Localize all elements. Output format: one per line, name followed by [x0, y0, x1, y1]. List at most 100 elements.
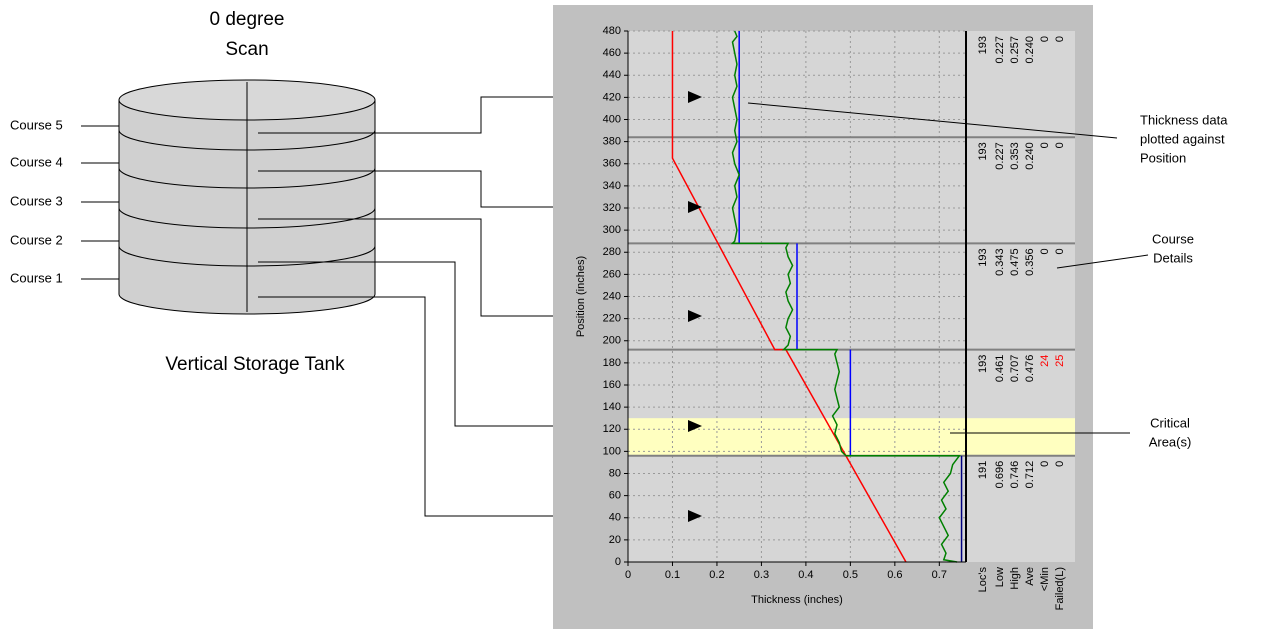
y-axis-title: Position (inches) — [575, 256, 587, 337]
data-line — [671, 31, 907, 563]
y-tick-label: 180 — [603, 357, 621, 369]
annotation: Critical — [1150, 415, 1190, 430]
y-tick-label: 200 — [603, 335, 621, 347]
arrowhead — [688, 91, 702, 103]
y-tick-label: 360 — [603, 158, 621, 170]
detail-cell: 0 — [1054, 36, 1066, 42]
y-tick-label: 440 — [603, 69, 621, 81]
detail-cell: 191 — [977, 461, 989, 479]
detail-cell: 0 — [1054, 461, 1066, 467]
x-tick-label: 0.6 — [887, 569, 902, 581]
y-tick-label: 20 — [609, 534, 621, 546]
data-line — [730, 30, 961, 563]
detail-cell: 193 — [977, 248, 989, 266]
y-tick-label: 300 — [603, 224, 621, 236]
detail-cell: 0.227 — [994, 36, 1006, 64]
detail-header: Loc's — [977, 567, 989, 593]
chart: 0204060801001201401601802002202402602803… — [575, 25, 1075, 610]
leader-line — [747, 102, 1118, 139]
arrowhead — [688, 310, 702, 322]
detail-cell: 0.475 — [1009, 248, 1021, 276]
y-tick-label: 160 — [603, 379, 621, 391]
x-tick-label: 0.4 — [798, 569, 813, 581]
y-tick-label: 0 — [615, 556, 621, 568]
tank-title: Scan — [225, 39, 268, 60]
y-tick-label: 400 — [603, 113, 621, 125]
detail-cell: 193 — [977, 36, 989, 54]
leader-line — [1056, 254, 1149, 269]
detail-cell: 0 — [1054, 248, 1066, 254]
detail-cell: 0 — [1039, 248, 1051, 254]
detail-cell: 0.356 — [1024, 248, 1036, 276]
detail-cell: 0.746 — [1009, 461, 1021, 489]
detail-cell: 0 — [1039, 142, 1051, 148]
detail-cell: 0.227 — [994, 142, 1006, 170]
detail-cell: 0 — [1039, 461, 1051, 467]
x-tick-label: 0 — [625, 569, 631, 581]
detail-header: <Min — [1039, 567, 1051, 591]
y-tick-label: 260 — [603, 268, 621, 280]
annotation: Area(s) — [1149, 434, 1192, 449]
course-label: Course 5 — [10, 117, 63, 132]
tank-title: 0 degree — [209, 9, 284, 30]
detail-cell: 0 — [1039, 36, 1051, 42]
y-tick-label: 460 — [603, 47, 621, 59]
y-tick-label: 420 — [603, 91, 621, 103]
course-label: Course 1 — [10, 270, 63, 285]
y-tick-label: 120 — [603, 423, 621, 435]
y-tick-label: 40 — [609, 512, 621, 524]
arrowhead — [688, 510, 702, 522]
x-tick-label: 0.2 — [709, 569, 724, 581]
x-tick-label: 0.5 — [843, 569, 858, 581]
annotation: Thickness data — [1140, 112, 1228, 127]
detail-cell: 0.343 — [994, 248, 1006, 276]
tank-labels: 0 degree Scan Vertical Storage Tank Course … — [10, 9, 345, 375]
y-tick-label: 380 — [603, 136, 621, 148]
detail-cell: 25 — [1054, 355, 1066, 367]
annotation: Position — [1140, 150, 1186, 165]
detail-cell: 0.240 — [1024, 36, 1036, 64]
detail-cell: 0.712 — [1024, 461, 1036, 489]
course-label: Course 4 — [10, 154, 63, 169]
y-tick-label: 280 — [603, 246, 621, 258]
y-tick-label: 340 — [603, 180, 621, 192]
detail-cell: 0.257 — [1009, 36, 1021, 64]
tank-caption: Vertical Storage Tank — [165, 354, 345, 375]
detail-cell: 0 — [1054, 142, 1066, 148]
course-label: Course 3 — [10, 193, 63, 208]
tank — [118, 79, 376, 315]
y-tick-label: 480 — [603, 25, 621, 37]
arrowhead — [688, 201, 702, 213]
y-tick-label: 100 — [603, 445, 621, 457]
detail-header: Failed(L) — [1054, 567, 1066, 610]
plot-area — [628, 31, 1075, 562]
x-tick-label: 0.7 — [932, 569, 947, 581]
annotation: Details — [1153, 250, 1193, 265]
y-tick-label: 140 — [603, 401, 621, 413]
annotation: Course — [1152, 231, 1194, 246]
detail-cell: 0.707 — [1009, 355, 1021, 383]
annotation-leaders — [747, 102, 1149, 434]
y-tick-label: 60 — [609, 490, 621, 502]
detail-header: Ave — [1024, 567, 1036, 586]
detail-cell: 0.476 — [1024, 355, 1036, 383]
detail-cell: 193 — [977, 355, 989, 373]
x-axis-title: Thickness (inches) — [751, 594, 843, 606]
x-tick-label: 0.1 — [665, 569, 680, 581]
annotation: plotted against — [1140, 131, 1225, 146]
detail-cell: 24 — [1039, 355, 1051, 367]
arrowhead — [688, 420, 702, 432]
y-tick-label: 320 — [603, 202, 621, 214]
detail-cell: 193 — [977, 142, 989, 160]
detail-cell: 0.461 — [994, 355, 1006, 383]
course-label: Course 2 — [10, 232, 63, 247]
detail-cell: 0.696 — [994, 461, 1006, 489]
critical-area — [628, 418, 1075, 456]
detail-cell: 0.353 — [1009, 142, 1021, 170]
arrowheads — [688, 91, 702, 522]
detail-header: Low — [994, 567, 1006, 587]
detail-header: High — [1009, 567, 1021, 590]
y-tick-label: 240 — [603, 290, 621, 302]
detail-cell: 0.240 — [1024, 142, 1036, 170]
